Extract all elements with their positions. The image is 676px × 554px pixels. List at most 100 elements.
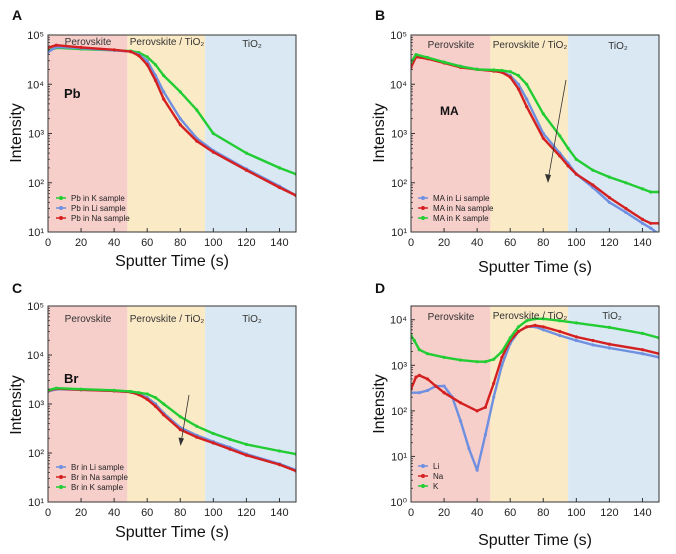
panel-b-series-3-point	[516, 74, 521, 78]
panel-d-series-3-point	[516, 325, 521, 329]
panel-b-series-3-point	[508, 70, 512, 74]
panel-b-series-2-point	[558, 154, 562, 158]
panel-a-series-1-point	[162, 74, 166, 78]
panel-a-ytick-label: 10¹	[28, 227, 44, 239]
panel-a-series-3-point	[129, 50, 133, 54]
panel-a-xtick-label: 80	[174, 237, 186, 249]
panel-b-xtick-label: 120	[600, 237, 618, 249]
panel-c-region-label-interface: Perovskite / TiO₂	[130, 314, 205, 325]
panel-b-ticks: 0 20 40 60 80 100 120 140 10¹ 10² 10³ 10⁴ 10⁵	[390, 30, 652, 249]
panel-d-series-1-point	[541, 328, 545, 332]
panel-c-series-3-point	[211, 431, 215, 436]
panel-b-series-3-point	[541, 112, 545, 116]
panel-a-xlabel: Sputter Time (s)	[115, 253, 229, 270]
panel-a-series-3-point	[195, 139, 199, 143]
panel-b-legend-label: MA in Li sample	[433, 194, 490, 203]
panel-c-region-1	[48, 306, 128, 502]
panel-b-ytick-label: 10³	[391, 129, 407, 141]
panel-b-region-2	[490, 35, 569, 232]
panel-d-frame	[410, 305, 660, 503]
panel-d-region-2	[490, 306, 569, 502]
panel-b-series-1-point	[657, 233, 660, 236]
panel-b-series-1-point	[640, 221, 645, 225]
panel-d-series-3-point	[483, 360, 487, 364]
panel-c-letter: C	[12, 280, 22, 296]
panel-c-series-2-point	[153, 404, 158, 408]
panel-c-xtick-label: 0	[45, 507, 51, 519]
panel-b-region-label-perovskite: Perovskite	[428, 40, 475, 51]
panel-b-region-label-interface: Perovskite / TiO₂	[493, 40, 568, 51]
panel-b-series-2-point	[640, 217, 645, 221]
panel-d-xtick-label: 60	[504, 507, 516, 519]
panel-b-xtick-label: 60	[504, 237, 516, 249]
panel-b-series-1-point	[516, 82, 521, 86]
panel-a-series-3-point	[79, 45, 83, 50]
panel-d-series-3-point	[500, 350, 504, 354]
panel-b-series-3-point	[525, 82, 529, 86]
panel-d-series-3-point	[425, 352, 430, 356]
panel-b-xtick-label: 140	[633, 237, 651, 249]
panel-c-series-2-point	[244, 453, 248, 457]
panel-b-series-2-point	[516, 87, 521, 91]
panel-a-legend-label: Pb in K sample	[71, 194, 125, 203]
panel-a-series-1-point	[244, 151, 248, 155]
panel-d-series-1-point	[640, 352, 645, 356]
panel-d-series-2-point	[414, 375, 418, 379]
panel-d-legend-marker	[421, 474, 425, 478]
panel-d-series-1-point	[558, 333, 562, 338]
panel-c-legend-label: Br in Li sample	[71, 463, 124, 472]
panel-b-series-2-point	[541, 136, 545, 140]
panel-d-region-label-tio2: TiO₂	[602, 311, 622, 322]
panel-a-xtick-label: 100	[204, 237, 222, 249]
panel-b-ytick-label: 10⁴	[390, 79, 407, 91]
panel-b-legend-label: MA in Na sample	[433, 204, 494, 213]
panel-c-series-3-point	[195, 424, 199, 428]
panel-c-ytick-label: 10⁴	[27, 350, 44, 362]
panel-c-legend-marker	[59, 465, 63, 469]
panel-b-series-2-point	[649, 221, 653, 225]
panel-b-series-1-point	[624, 210, 628, 214]
panel-d-series-3-line	[411, 317, 659, 363]
panel-d-legend-label: Li	[433, 462, 439, 471]
panel-d-region-1	[411, 306, 491, 502]
panel-d-ytick-label: 10⁴	[390, 315, 407, 327]
panel-a-series-1-point	[211, 131, 215, 136]
panel-b-legend-marker	[421, 216, 425, 220]
panel-d-series-3-point	[442, 355, 446, 359]
panel-c-xtick-label: 60	[141, 507, 153, 519]
panel-d-series-1-point	[607, 346, 612, 350]
panel-d-series-3-point	[607, 325, 612, 329]
panel-a-series-3-point	[112, 48, 116, 52]
panel-a-series-2-point	[145, 59, 149, 63]
panel-b-element-label: MA	[440, 104, 459, 118]
panel-b-series-1-point	[649, 226, 653, 230]
panel-d-series-2-point	[516, 329, 521, 334]
panel-b-xtick-label: 0	[408, 237, 414, 249]
panel-a-ylabel: Intensity	[8, 103, 25, 163]
panel-d-series-1-point	[492, 395, 496, 399]
panel-b-region-label-tio2: TiO₂	[608, 41, 628, 52]
panel-a-series-1-point	[195, 108, 199, 112]
panel-b-series-2-point	[574, 172, 578, 176]
panel-a-legend-marker	[59, 216, 63, 220]
panel-d-lines	[411, 317, 659, 472]
panel-c-region-3	[205, 306, 296, 502]
panel-b-series-2-point	[624, 206, 628, 211]
panel-b-series-2-point	[607, 196, 612, 200]
panel-c-series-2-point	[178, 428, 182, 432]
panel-c-element-label: Br	[64, 371, 78, 386]
panel-b-series-3-point	[442, 60, 446, 64]
panel-b-series-3-point	[607, 175, 612, 179]
panel-b-trend-arrowhead	[545, 174, 551, 183]
panel-c-xtick-label: 120	[237, 507, 255, 519]
panel-c-series-3-line	[48, 387, 296, 456]
panel-a: 0 20 40 60 80 100 120 140 10¹ 10² 10³ 10⁴ 10⁵ A Pero…	[8, 7, 297, 270]
panel-d-xtick-label: 0	[408, 507, 414, 519]
panel-c: 0 20 40 60 80 100 120 140 10¹ 10² 10³ 10⁴ 10⁵ C Pero…	[8, 280, 297, 541]
panel-c-xtick-label: 80	[174, 507, 186, 519]
panel-a-xtick-label: 0	[45, 237, 51, 249]
panel-d: 0 20 40 60 80 100 120 140 10⁰ 10¹ 10² 10³ 10⁴ D Pero…	[371, 280, 660, 549]
panel-a-legend-marker	[59, 206, 63, 210]
